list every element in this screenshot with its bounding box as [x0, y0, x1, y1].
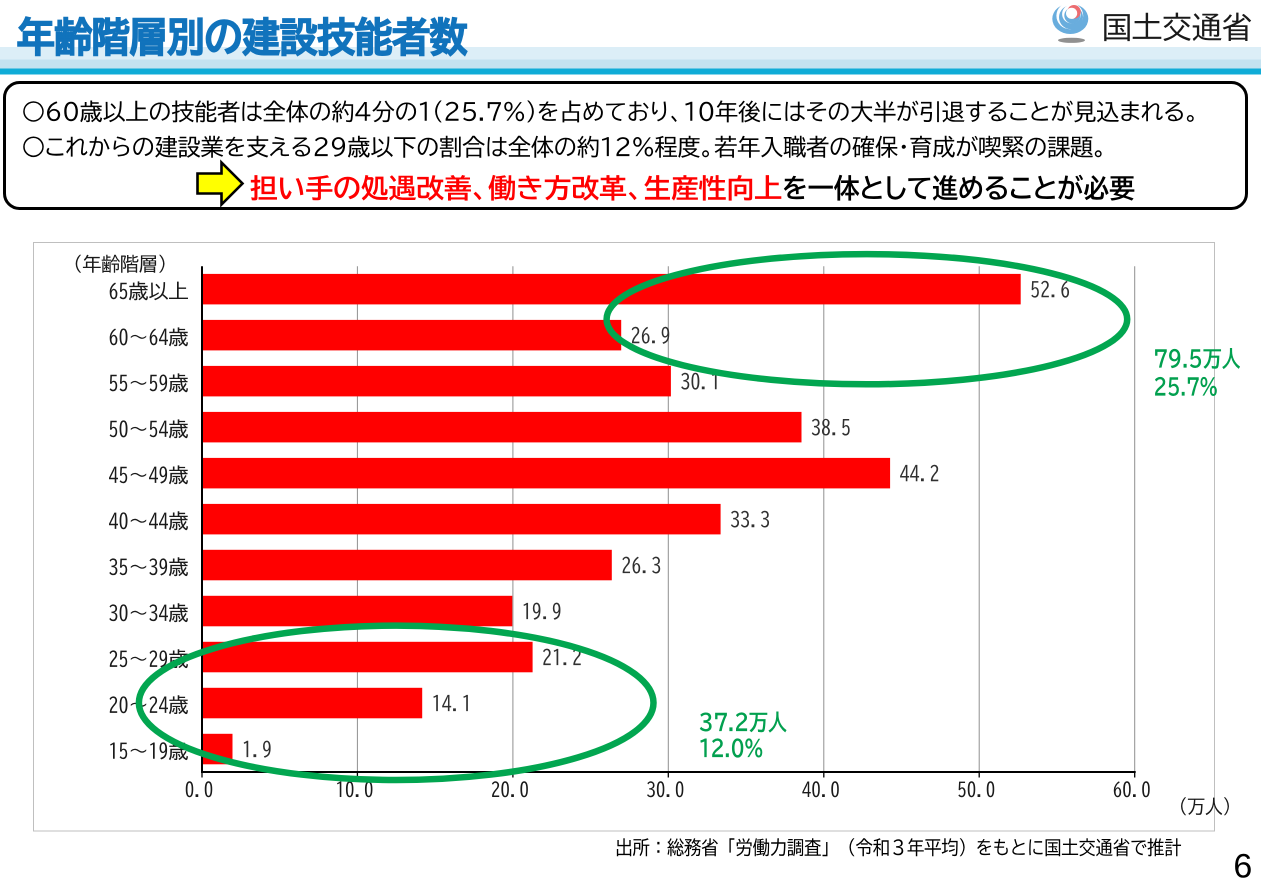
svg-text:6: 6 — [1233, 847, 1252, 883]
